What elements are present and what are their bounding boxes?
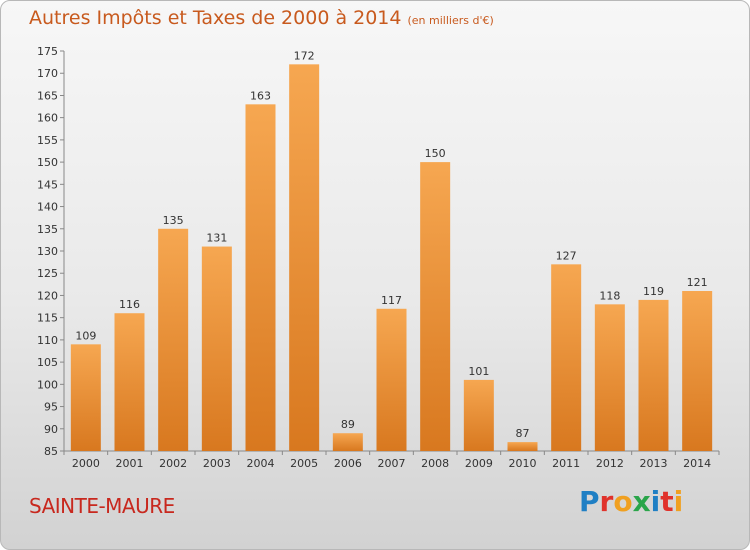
chart-title-text: Autres Impôts et Taxes de 2000 à 2014 bbox=[29, 7, 402, 29]
data-label: 87 bbox=[516, 427, 530, 440]
bar bbox=[114, 313, 145, 451]
y-tick-label: 175 bbox=[37, 45, 58, 58]
data-label: 109 bbox=[75, 329, 96, 342]
data-label: 119 bbox=[643, 285, 664, 298]
y-tick-label: 150 bbox=[37, 156, 58, 169]
bar bbox=[551, 264, 582, 451]
proxiti-logo[interactable]: Proxiti bbox=[579, 485, 683, 518]
x-tick-label: 2013 bbox=[640, 457, 668, 470]
bar bbox=[638, 299, 669, 451]
x-tick-label: 2004 bbox=[247, 457, 275, 470]
y-tick-label: 100 bbox=[37, 378, 58, 391]
data-label: 101 bbox=[468, 365, 489, 378]
data-label: 116 bbox=[119, 298, 140, 311]
logo-letter: o bbox=[613, 485, 633, 518]
y-tick-label: 145 bbox=[37, 178, 58, 191]
logo-letter: i bbox=[650, 485, 661, 518]
y-tick-label: 155 bbox=[37, 134, 58, 147]
chart-bars bbox=[70, 64, 713, 452]
data-label: 172 bbox=[294, 49, 315, 62]
x-tick-label: 2002 bbox=[159, 457, 187, 470]
y-tick-label: 105 bbox=[37, 356, 58, 369]
place-name: SAINTE-MAURE bbox=[29, 494, 175, 518]
x-tick-label: 2008 bbox=[421, 457, 449, 470]
data-label: 117 bbox=[381, 294, 402, 307]
y-tick-label: 165 bbox=[37, 89, 58, 102]
data-label: 150 bbox=[425, 147, 446, 160]
data-label: 118 bbox=[599, 289, 620, 302]
x-tick-label: 2014 bbox=[683, 457, 711, 470]
y-tick-label: 85 bbox=[44, 445, 58, 458]
y-tick-label: 95 bbox=[44, 401, 58, 414]
y-tick-label: 170 bbox=[37, 67, 58, 80]
data-label: 121 bbox=[687, 276, 708, 289]
logo-letter: P bbox=[579, 485, 600, 518]
bar bbox=[332, 433, 363, 451]
y-tick-label: 130 bbox=[37, 245, 58, 258]
chart-subtitle: (en milliers d'€) bbox=[407, 14, 494, 27]
bar bbox=[594, 304, 625, 451]
chart-title: Autres Impôts et Taxes de 2000 à 2014 (en… bbox=[29, 7, 494, 29]
bar bbox=[158, 228, 189, 451]
data-label: 127 bbox=[556, 249, 577, 262]
bar bbox=[420, 162, 451, 451]
bar bbox=[376, 308, 407, 451]
data-label: 135 bbox=[163, 214, 184, 227]
x-tick-label: 2000 bbox=[72, 457, 100, 470]
bar bbox=[682, 291, 713, 451]
data-label: 163 bbox=[250, 89, 271, 102]
x-tick-label: 2009 bbox=[465, 457, 493, 470]
x-tick-label: 2001 bbox=[116, 457, 144, 470]
y-tick-label: 140 bbox=[37, 201, 58, 214]
y-tick-label: 90 bbox=[44, 423, 58, 436]
x-tick-label: 2012 bbox=[596, 457, 624, 470]
bar bbox=[201, 246, 232, 451]
data-label: 89 bbox=[341, 418, 355, 431]
y-tick-label: 135 bbox=[37, 223, 58, 236]
y-tick-label: 120 bbox=[37, 289, 58, 302]
logo-letter: x bbox=[632, 485, 651, 518]
chart-data-labels: 109 116 135 131 163 172 89 117 150 101 87 127 118 119… bbox=[75, 49, 707, 440]
logo-letter: i bbox=[673, 485, 684, 518]
bar bbox=[507, 442, 538, 451]
logo-letter: t bbox=[660, 485, 674, 518]
x-tick-label: 2010 bbox=[509, 457, 537, 470]
bar bbox=[245, 104, 276, 451]
logo-letter: r bbox=[599, 485, 614, 518]
y-tick-label: 160 bbox=[37, 112, 58, 125]
x-tick-label: 2007 bbox=[378, 457, 406, 470]
y-tick-label: 125 bbox=[37, 267, 58, 280]
bar bbox=[70, 344, 101, 451]
data-label: 131 bbox=[206, 232, 227, 245]
x-tick-label: 2011 bbox=[552, 457, 580, 470]
bar bbox=[463, 379, 494, 451]
x-tick-label: 2005 bbox=[290, 457, 318, 470]
y-tick-label: 110 bbox=[37, 334, 58, 347]
y-tick-label: 115 bbox=[37, 312, 58, 325]
bar bbox=[289, 64, 320, 452]
x-tick-label: 2006 bbox=[334, 457, 362, 470]
x-tick-label: 2003 bbox=[203, 457, 231, 470]
